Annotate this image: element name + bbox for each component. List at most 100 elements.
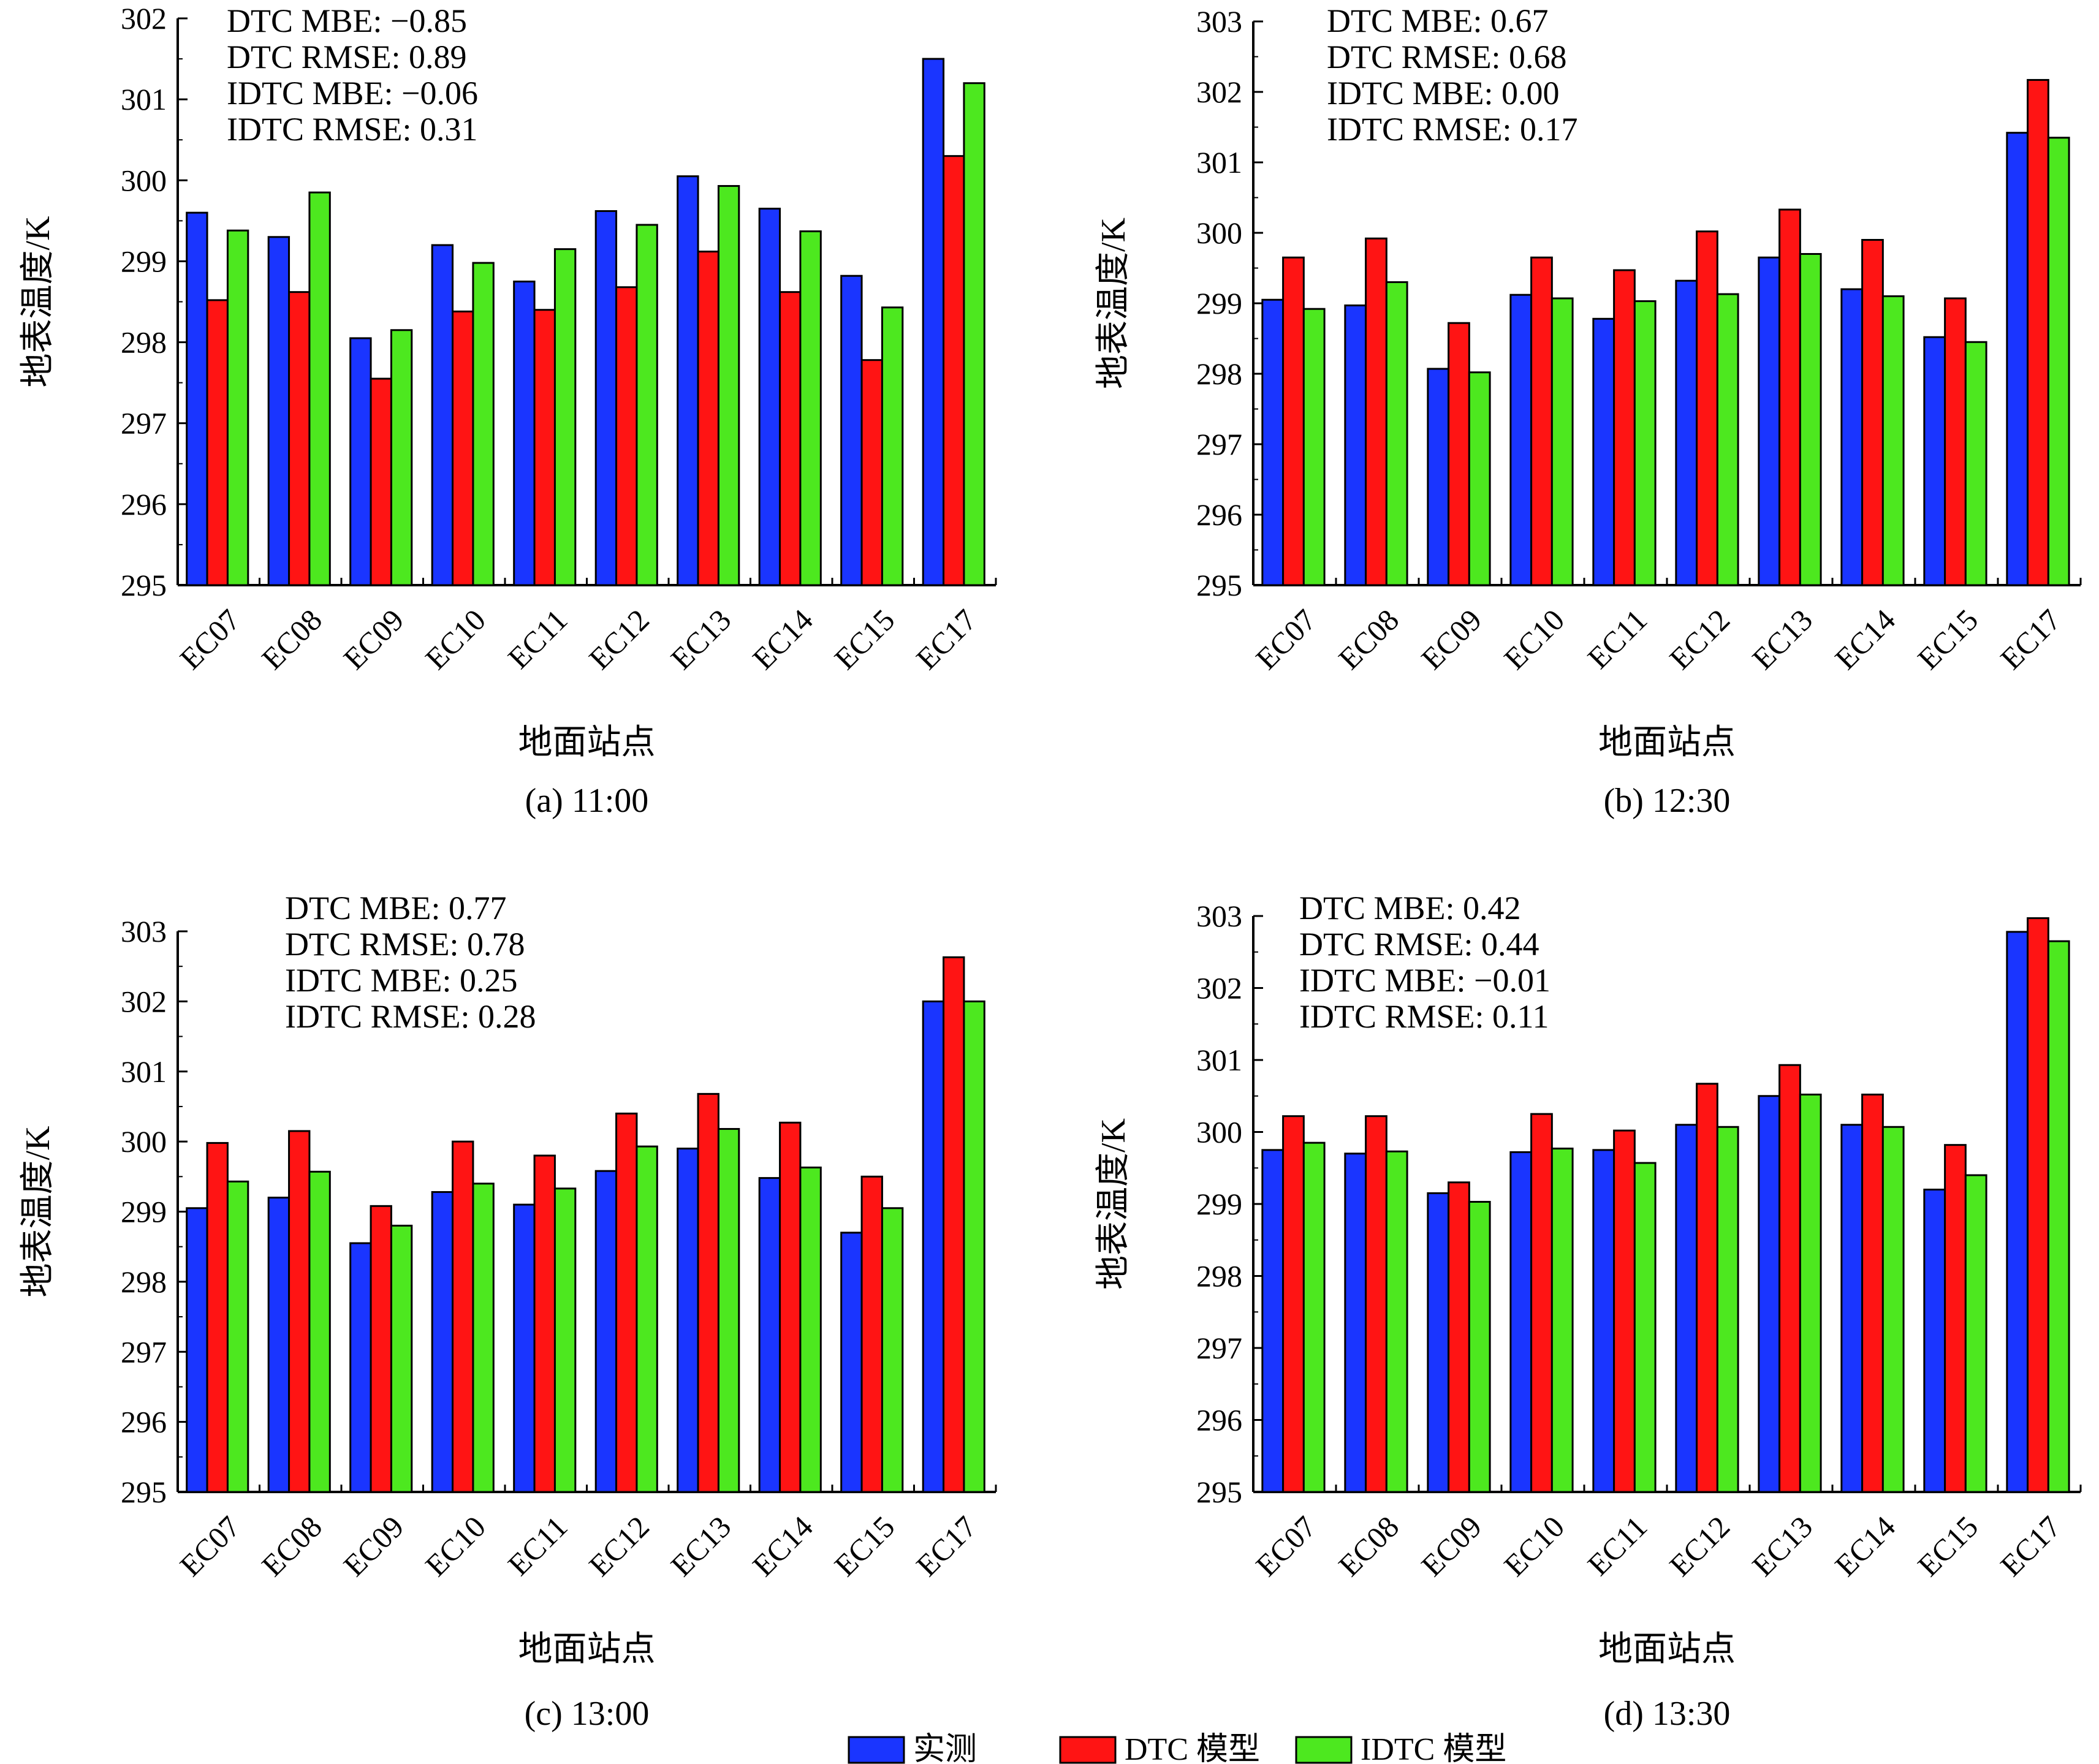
x-tick-label: EC10	[1497, 1509, 1571, 1583]
stat-line-4: IDTC RMSE: 0.31	[227, 111, 478, 148]
y-tick-label: 299	[121, 244, 167, 278]
x-axis-title: 地面站点	[518, 1630, 656, 1668]
bar-dtc-EC17	[2027, 78, 2049, 586]
panel-caption: (a) 11:00	[525, 782, 649, 820]
stat-line-1: DTC MBE: −0.85	[227, 2, 467, 39]
bar-dtc-EC15	[1944, 297, 1967, 586]
x-tick-label: EC13	[1745, 602, 1819, 676]
bar-idtc-EC07	[1302, 308, 1326, 586]
legend-swatch-dtc	[1059, 1736, 1117, 1764]
bar-dtc-EC15	[860, 359, 883, 586]
bar-dtc-EC07	[1282, 256, 1305, 586]
bar-idtc-EC08	[1385, 281, 1408, 586]
bar-idtc-EC10	[1551, 1148, 1574, 1493]
bar-measured-EC08	[1344, 304, 1367, 586]
x-tick-label: EC08	[1332, 1509, 1405, 1583]
x-tick-label: EC09	[1414, 1509, 1488, 1583]
bar-dtc-EC10	[452, 310, 474, 586]
bar-measured-EC11	[513, 280, 536, 586]
y-tick-label: 297	[121, 1334, 167, 1369]
x-tick-label: EC15	[1911, 602, 1984, 676]
x-tick-label: EC12	[582, 602, 656, 676]
x-axis-title: 地面站点	[518, 724, 656, 762]
bar-idtc-EC11	[553, 248, 577, 586]
bar-idtc-EC10	[1551, 297, 1574, 586]
bar-dtc-EC13	[1778, 208, 1801, 586]
y-axis-title: 地表温度/K	[1095, 1118, 1133, 1290]
bar-dtc-EC17	[943, 956, 965, 1493]
x-tick-label: EC14	[1828, 1509, 1902, 1583]
bar-measured-EC17	[2006, 931, 2029, 1493]
y-tick-label: 303	[121, 914, 167, 948]
x-tick-label: EC13	[664, 1509, 737, 1583]
x-tick-label: EC13	[664, 602, 737, 676]
bar-dtc-EC11	[1613, 269, 1636, 586]
stat-line-4: IDTC RMSE: 0.28	[285, 998, 536, 1035]
bar-idtc-EC13	[717, 1128, 740, 1493]
bar-idtc-EC11	[1633, 1162, 1657, 1493]
bar-measured-EC15	[840, 1232, 863, 1493]
y-tick-label: 295	[121, 1475, 167, 1509]
x-tick-label: EC15	[1911, 1509, 1984, 1583]
bar-dtc-EC13	[1778, 1064, 1801, 1493]
chart-panel-1: 295 296 297 298 299 300 301 302 EC07 EC08 EC09 EC10…	[19, 1, 997, 820]
bar-idtc-EC08	[308, 1170, 331, 1493]
y-tick-label: 302	[121, 984, 167, 1018]
bar-measured-EC11	[1592, 317, 1615, 586]
y-tick-label: 300	[121, 163, 167, 197]
bar-idtc-EC13	[1799, 253, 1822, 586]
x-tick-label: EC11	[1581, 602, 1653, 675]
bar-dtc-EC13	[697, 1092, 719, 1493]
bar-dtc-EC07	[206, 1141, 229, 1493]
y-tick-label: 298	[121, 1265, 167, 1299]
bar-measured-EC07	[1261, 1149, 1285, 1493]
bar-idtc-EC14	[799, 230, 822, 586]
bar-dtc-EC14	[779, 1121, 802, 1493]
y-tick-label: 300	[121, 1124, 167, 1159]
bar-idtc-EC17	[963, 82, 985, 586]
bar-dtc-EC10	[452, 1140, 474, 1493]
bar-measured-EC10	[431, 1191, 454, 1493]
bar-measured-EC08	[267, 236, 290, 586]
x-tick-label: EC08	[255, 602, 328, 676]
x-tick-label: EC14	[746, 1509, 819, 1583]
x-tick-label: EC13	[1745, 1509, 1819, 1583]
bar-idtc-EC07	[226, 1180, 249, 1493]
bar-measured-EC13	[1758, 1095, 1781, 1493]
bar-measured-EC15	[1923, 336, 1946, 586]
y-tick-label: 298	[1196, 357, 1242, 391]
y-tick-label: 296	[1196, 1403, 1242, 1437]
bar-dtc-EC17	[943, 155, 965, 586]
bar-dtc-EC12	[615, 286, 638, 586]
stat-line-2: DTC RMSE: 0.89	[227, 39, 467, 75]
bar-measured-EC10	[1509, 293, 1533, 586]
x-tick-label: EC17	[1994, 1509, 2067, 1583]
stat-line-1: DTC MBE: 0.77	[285, 890, 507, 926]
bar-idtc-EC17	[963, 1000, 985, 1493]
y-tick-label: 299	[1196, 286, 1242, 320]
bar-dtc-EC12	[1696, 230, 1718, 586]
bar-dtc-EC11	[533, 1154, 556, 1493]
bar-dtc-EC07	[206, 299, 229, 586]
y-tick-label: 301	[121, 1054, 167, 1089]
y-axis-title: 地表温度/K	[19, 216, 57, 388]
y-tick-label: 295	[1196, 568, 1242, 602]
y-tick-label: 295	[1196, 1475, 1242, 1509]
stat-line-1: DTC MBE: 0.42	[1299, 890, 1521, 926]
bar-measured-EC12	[1675, 279, 1698, 586]
panel-caption: (c) 13:00	[525, 1695, 650, 1733]
bar-measured-EC14	[758, 1177, 781, 1493]
bar-idtc-EC13	[717, 185, 740, 586]
panel-caption: (b) 12:30	[1604, 782, 1731, 820]
bar-dtc-EC08	[1365, 1115, 1387, 1493]
bar-idtc-EC11	[1633, 300, 1657, 586]
bar-measured-EC17	[2006, 132, 2029, 586]
bar-measured-EC17	[922, 58, 945, 586]
bar-measured-EC13	[677, 175, 699, 586]
bar-idtc-EC12	[636, 1145, 658, 1493]
bar-measured-EC15	[1923, 1189, 1946, 1493]
bar-measured-EC10	[431, 244, 454, 586]
y-axis-title: 地表温度/K	[19, 1126, 57, 1298]
